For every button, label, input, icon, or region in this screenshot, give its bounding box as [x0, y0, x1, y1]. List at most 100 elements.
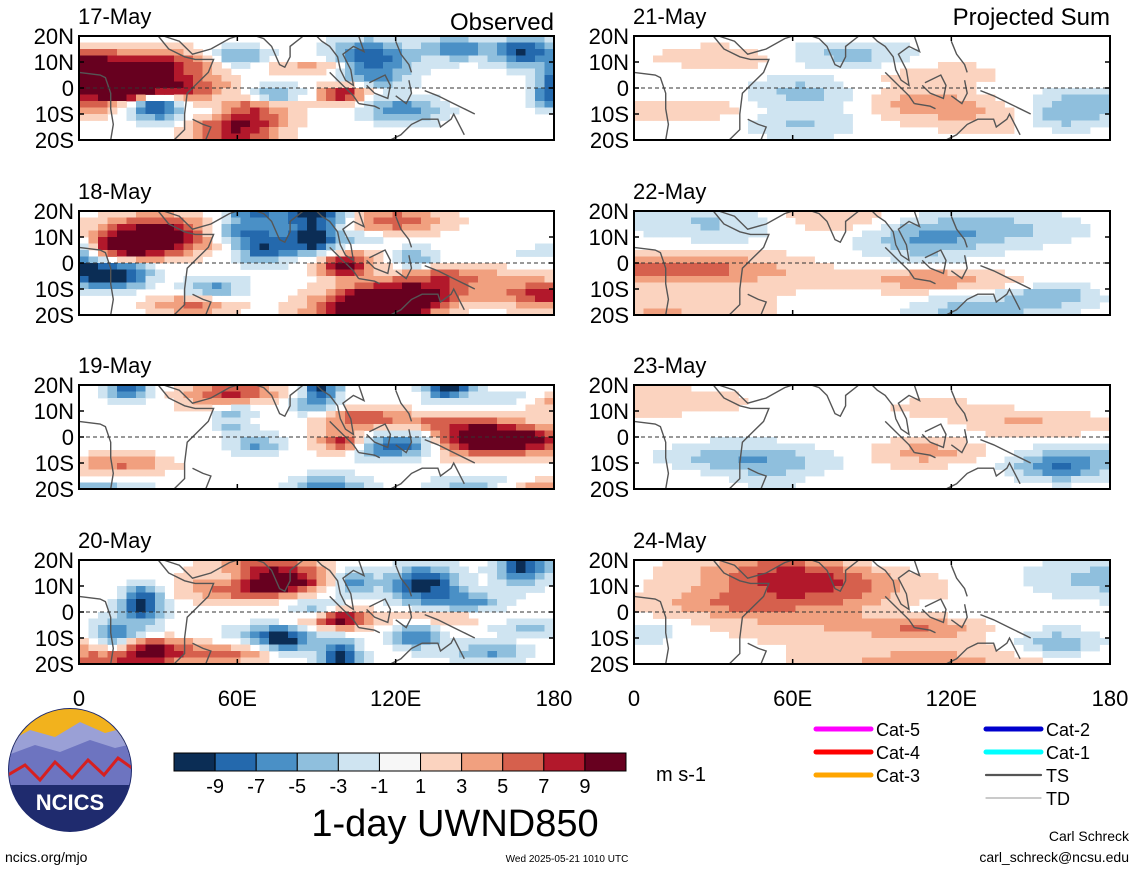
colorbar-swatch	[543, 752, 586, 772]
y-tick-label: 0	[617, 76, 629, 101]
y-tick-label: 10N	[589, 399, 629, 424]
x-tick-label: 60E	[218, 686, 257, 711]
y-tick-label: 20S	[590, 652, 629, 677]
y-tick-label: 10N	[34, 574, 74, 599]
footer-email: carl_schreck@ncsu.edu	[979, 849, 1129, 865]
y-tick-label: 20S	[35, 303, 74, 328]
storm-category-legend: Cat-5 Cat-4 Cat-3 Cat-2 Cat-1 TS TD	[813, 720, 1090, 809]
y-tick-label: 10S	[35, 102, 74, 127]
observed-column-label: Observed	[450, 9, 554, 36]
colorbar-swatch	[255, 752, 298, 772]
panel-date-label: 23-May	[633, 353, 706, 378]
y-tick-label: 20N	[34, 373, 74, 398]
coastlines	[78, 559, 476, 665]
wind-anomaly-field	[634, 560, 1110, 664]
y-tick-label: 20N	[589, 548, 629, 573]
y-tick-label: 10S	[590, 277, 629, 302]
y-tick-label: 20N	[34, 24, 74, 49]
ncics-logo: NCICS	[8, 708, 132, 832]
panel-date-label: 21-May	[633, 4, 706, 29]
figure-title: 1-day UWND850	[311, 803, 598, 845]
footer-url: ncics.org/mjo	[5, 849, 88, 865]
footer-timestamp: Wed 2025-05-21 1010 UTC	[506, 854, 629, 865]
y-tick-label: 20N	[589, 24, 629, 49]
y-tick-label: 10S	[590, 451, 629, 476]
y-tick-label: 10S	[590, 102, 629, 127]
y-tick-label: 20S	[35, 652, 74, 677]
colorbar-swatch	[296, 752, 339, 772]
y-tick-label: 10N	[589, 225, 629, 250]
y-tick-label: 0	[62, 425, 74, 450]
panel-date-label: 18-May	[78, 179, 151, 204]
x-tick-label: 60E	[773, 686, 812, 711]
legend-label-cat-5: Cat-5	[876, 720, 920, 740]
colorbar-label: -9	[206, 776, 224, 798]
panel-date-label: 19-May	[78, 353, 151, 378]
legend-label-cat-3: Cat-3	[876, 766, 920, 786]
colorbar-swatch	[173, 752, 216, 772]
colorbar-label: -3	[329, 776, 347, 798]
y-tick-label: 20S	[35, 477, 74, 502]
legend-label-cat-4: Cat-4	[876, 743, 920, 763]
colorbar-label: -7	[247, 776, 265, 798]
y-tick-label: 0	[617, 600, 629, 625]
panel-date-label: 24-May	[633, 528, 706, 553]
colorbar-swatch	[461, 752, 504, 772]
colorbar-swatch	[420, 752, 463, 772]
x-tick-label: 120E	[926, 686, 977, 711]
y-tick-label: 10N	[34, 50, 74, 75]
colorbar-label: -5	[288, 776, 306, 798]
panel-date-label: 17-May	[78, 4, 151, 29]
colorbar-label: 1	[415, 776, 426, 798]
y-tick-label: 10S	[35, 451, 74, 476]
y-tick-label: 20S	[590, 477, 629, 502]
y-tick-label: 20S	[590, 128, 629, 153]
colorbar-label: 9	[579, 776, 590, 798]
logo-text: NCICS	[36, 790, 104, 815]
x-tick-label: 180	[536, 686, 573, 711]
y-tick-label: 0	[617, 425, 629, 450]
colorbar-swatch	[337, 752, 380, 772]
y-tick-label: 0	[62, 251, 74, 276]
colorbar-swatch	[214, 752, 257, 772]
footer-author: Carl Schreck	[1049, 828, 1130, 844]
wind-anomaly-field	[79, 560, 554, 664]
legend-label-ts: TS	[1046, 766, 1069, 786]
colorbar-label: -1	[371, 776, 389, 798]
colorbar-swatch	[502, 752, 545, 772]
wind-anomaly-field	[79, 36, 554, 140]
colorbar-label: 7	[538, 776, 549, 798]
y-tick-label: 10S	[35, 626, 74, 651]
y-tick-label: 20S	[35, 128, 74, 153]
wind-anomaly-field	[79, 211, 554, 315]
coastlines	[78, 35, 476, 141]
x-tick-label: 180	[1092, 686, 1129, 711]
coastlines	[78, 210, 476, 316]
y-tick-label: 20S	[590, 303, 629, 328]
map-panels: 17-May20N10N010S20S18-May20N10N010S20S19…	[34, 4, 1129, 711]
y-tick-label: 0	[62, 600, 74, 625]
y-tick-label: 10S	[590, 626, 629, 651]
x-tick-label: 0	[628, 686, 640, 711]
x-tick-label: 0	[73, 686, 85, 711]
panel-date-label: 22-May	[633, 179, 706, 204]
y-tick-label: 20N	[34, 199, 74, 224]
wind-anomaly-field	[634, 211, 1110, 315]
colorbar-swatch	[584, 752, 627, 772]
projected-column-label: Projected Sum	[953, 4, 1110, 31]
legend-label-td: TD	[1046, 789, 1070, 809]
colorbar-label: 5	[497, 776, 508, 798]
colorbar: -9 -7 -5 -3 -1 1 3 5 7 9	[173, 752, 627, 798]
y-tick-label: 10N	[34, 225, 74, 250]
y-tick-label: 10N	[589, 574, 629, 599]
units-label: m s-1	[656, 764, 706, 786]
y-tick-label: 10N	[589, 50, 629, 75]
wind-anomaly-field	[634, 42, 1110, 140]
